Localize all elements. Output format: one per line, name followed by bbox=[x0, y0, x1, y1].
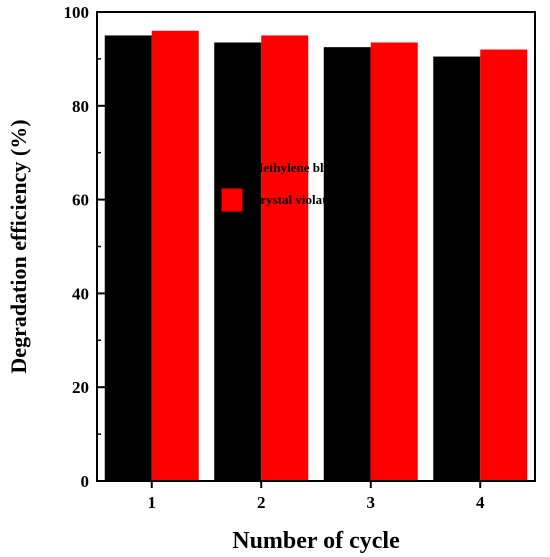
legend: Methylene blue Crystal violate bbox=[220, 155, 337, 213]
bars-layer bbox=[104, 30, 528, 482]
y-tick-label-80: 80 bbox=[72, 97, 89, 116]
legend-label-crystal-violate: Crystal violate bbox=[251, 192, 332, 207]
x-tick-label-1: 1 bbox=[148, 493, 157, 512]
y-tick-label-60: 60 bbox=[72, 191, 89, 210]
x-tick-label-2: 2 bbox=[257, 493, 266, 512]
y-tick-label-100: 100 bbox=[64, 3, 90, 22]
x-tick-label-4: 4 bbox=[476, 493, 485, 512]
y-axis-title: Degradation efficiency (%) bbox=[6, 119, 31, 373]
bar-methylene-blue-cycle-2 bbox=[214, 42, 262, 482]
bar-crystal-violate-cycle-2 bbox=[261, 35, 309, 481]
legend-label-methylene-blue: Methylene blue bbox=[251, 160, 337, 175]
y-tick-label-40: 40 bbox=[72, 284, 89, 303]
bar-crystal-violate-cycle-3 bbox=[370, 42, 418, 482]
bar-crystal-violate-cycle-1 bbox=[151, 30, 199, 481]
y-tick-label-20: 20 bbox=[72, 378, 89, 397]
legend-swatch-methylene-blue bbox=[220, 155, 244, 181]
bar-methylene-blue-cycle-1 bbox=[104, 35, 152, 481]
x-axis: 1 2 3 4 bbox=[148, 481, 485, 512]
y-tick-label-0: 0 bbox=[81, 472, 90, 491]
legend-swatch-crystal-violate bbox=[220, 187, 244, 213]
y-axis: 0 20 40 60 80 100 bbox=[64, 3, 105, 491]
x-axis-title: Number of cycle bbox=[232, 528, 400, 554]
x-tick-label-3: 3 bbox=[367, 493, 376, 512]
bar-methylene-blue-cycle-3 bbox=[323, 47, 371, 482]
bar-methylene-blue-cycle-4 bbox=[433, 56, 481, 482]
bar-crystal-violate-cycle-4 bbox=[480, 49, 528, 482]
